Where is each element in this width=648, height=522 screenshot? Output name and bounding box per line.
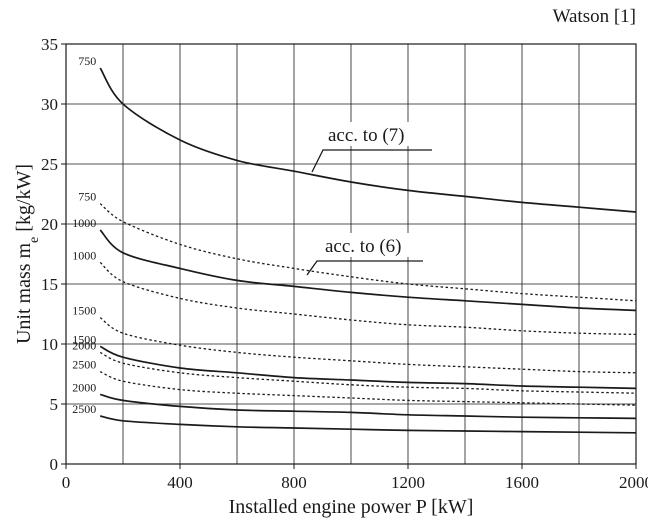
y-tick-labels: 0 5 10 15 20 25 30 35 xyxy=(41,35,66,474)
y-axis-title-unit: [kg/kW] xyxy=(13,164,35,237)
series-line xyxy=(100,415,637,434)
x-axis-title: Installed engine power P [kW] xyxy=(229,496,474,518)
annotations: acc. to (7) acc. to (6) xyxy=(306,122,432,276)
series-lines xyxy=(99,67,637,434)
x-tick-label: 1200 xyxy=(391,473,425,492)
series-line xyxy=(99,345,637,390)
annotation-leader xyxy=(311,149,432,173)
x-tick-label: 2000 xyxy=(619,473,648,492)
y-tick-label: 10 xyxy=(41,335,58,354)
series-line xyxy=(99,67,637,213)
x-tick-label: 800 xyxy=(281,473,307,492)
series-line xyxy=(99,317,637,374)
y-tick-label: 5 xyxy=(50,395,59,414)
series-line xyxy=(99,393,637,420)
x-tick-label: 400 xyxy=(167,473,193,492)
y-tick-label: 15 xyxy=(41,275,58,294)
annotation-leader xyxy=(306,260,423,276)
grid xyxy=(66,44,636,464)
series-label: 2500 xyxy=(72,358,96,372)
y-axis-title: Unit mass me [kg/kW] xyxy=(13,164,42,344)
y-tick-label: 25 xyxy=(41,155,58,174)
x-tick-label: 0 xyxy=(62,473,71,492)
annotation-label: acc. to (7) xyxy=(328,125,404,146)
x-tick-labels: 0 400 800 1200 1600 2000 xyxy=(62,464,648,492)
series-label: 750 xyxy=(78,190,96,204)
annotation-label: acc. to (6) xyxy=(325,236,401,257)
series-label: 2500 xyxy=(72,402,96,416)
series-label: 1000 xyxy=(72,216,96,230)
series-line xyxy=(99,261,637,336)
y-tick-label: 30 xyxy=(41,95,58,114)
series-line xyxy=(99,371,637,406)
y-tick-label: 35 xyxy=(41,35,58,54)
series-line xyxy=(99,351,637,394)
x-tick-label: 1600 xyxy=(505,473,539,492)
y-axis-title-main: Unit mass m xyxy=(13,242,35,344)
chart-source-label: Watson [1] xyxy=(553,6,636,27)
series-label: 750 xyxy=(78,54,96,68)
series-label: 1000 xyxy=(72,248,96,262)
series-line xyxy=(99,203,637,302)
series-label: 2000 xyxy=(72,338,96,352)
y-axis-title-subscript: e xyxy=(27,237,42,243)
annotation-background xyxy=(318,122,418,146)
y-tick-label: 0 xyxy=(50,455,59,474)
y-tick-label: 20 xyxy=(41,215,58,234)
annotation-background xyxy=(316,233,416,257)
series-label: 1500 xyxy=(72,332,96,346)
series-label: 2000 xyxy=(72,380,96,394)
series-label: 1500 xyxy=(72,304,96,318)
series-line xyxy=(99,229,637,312)
